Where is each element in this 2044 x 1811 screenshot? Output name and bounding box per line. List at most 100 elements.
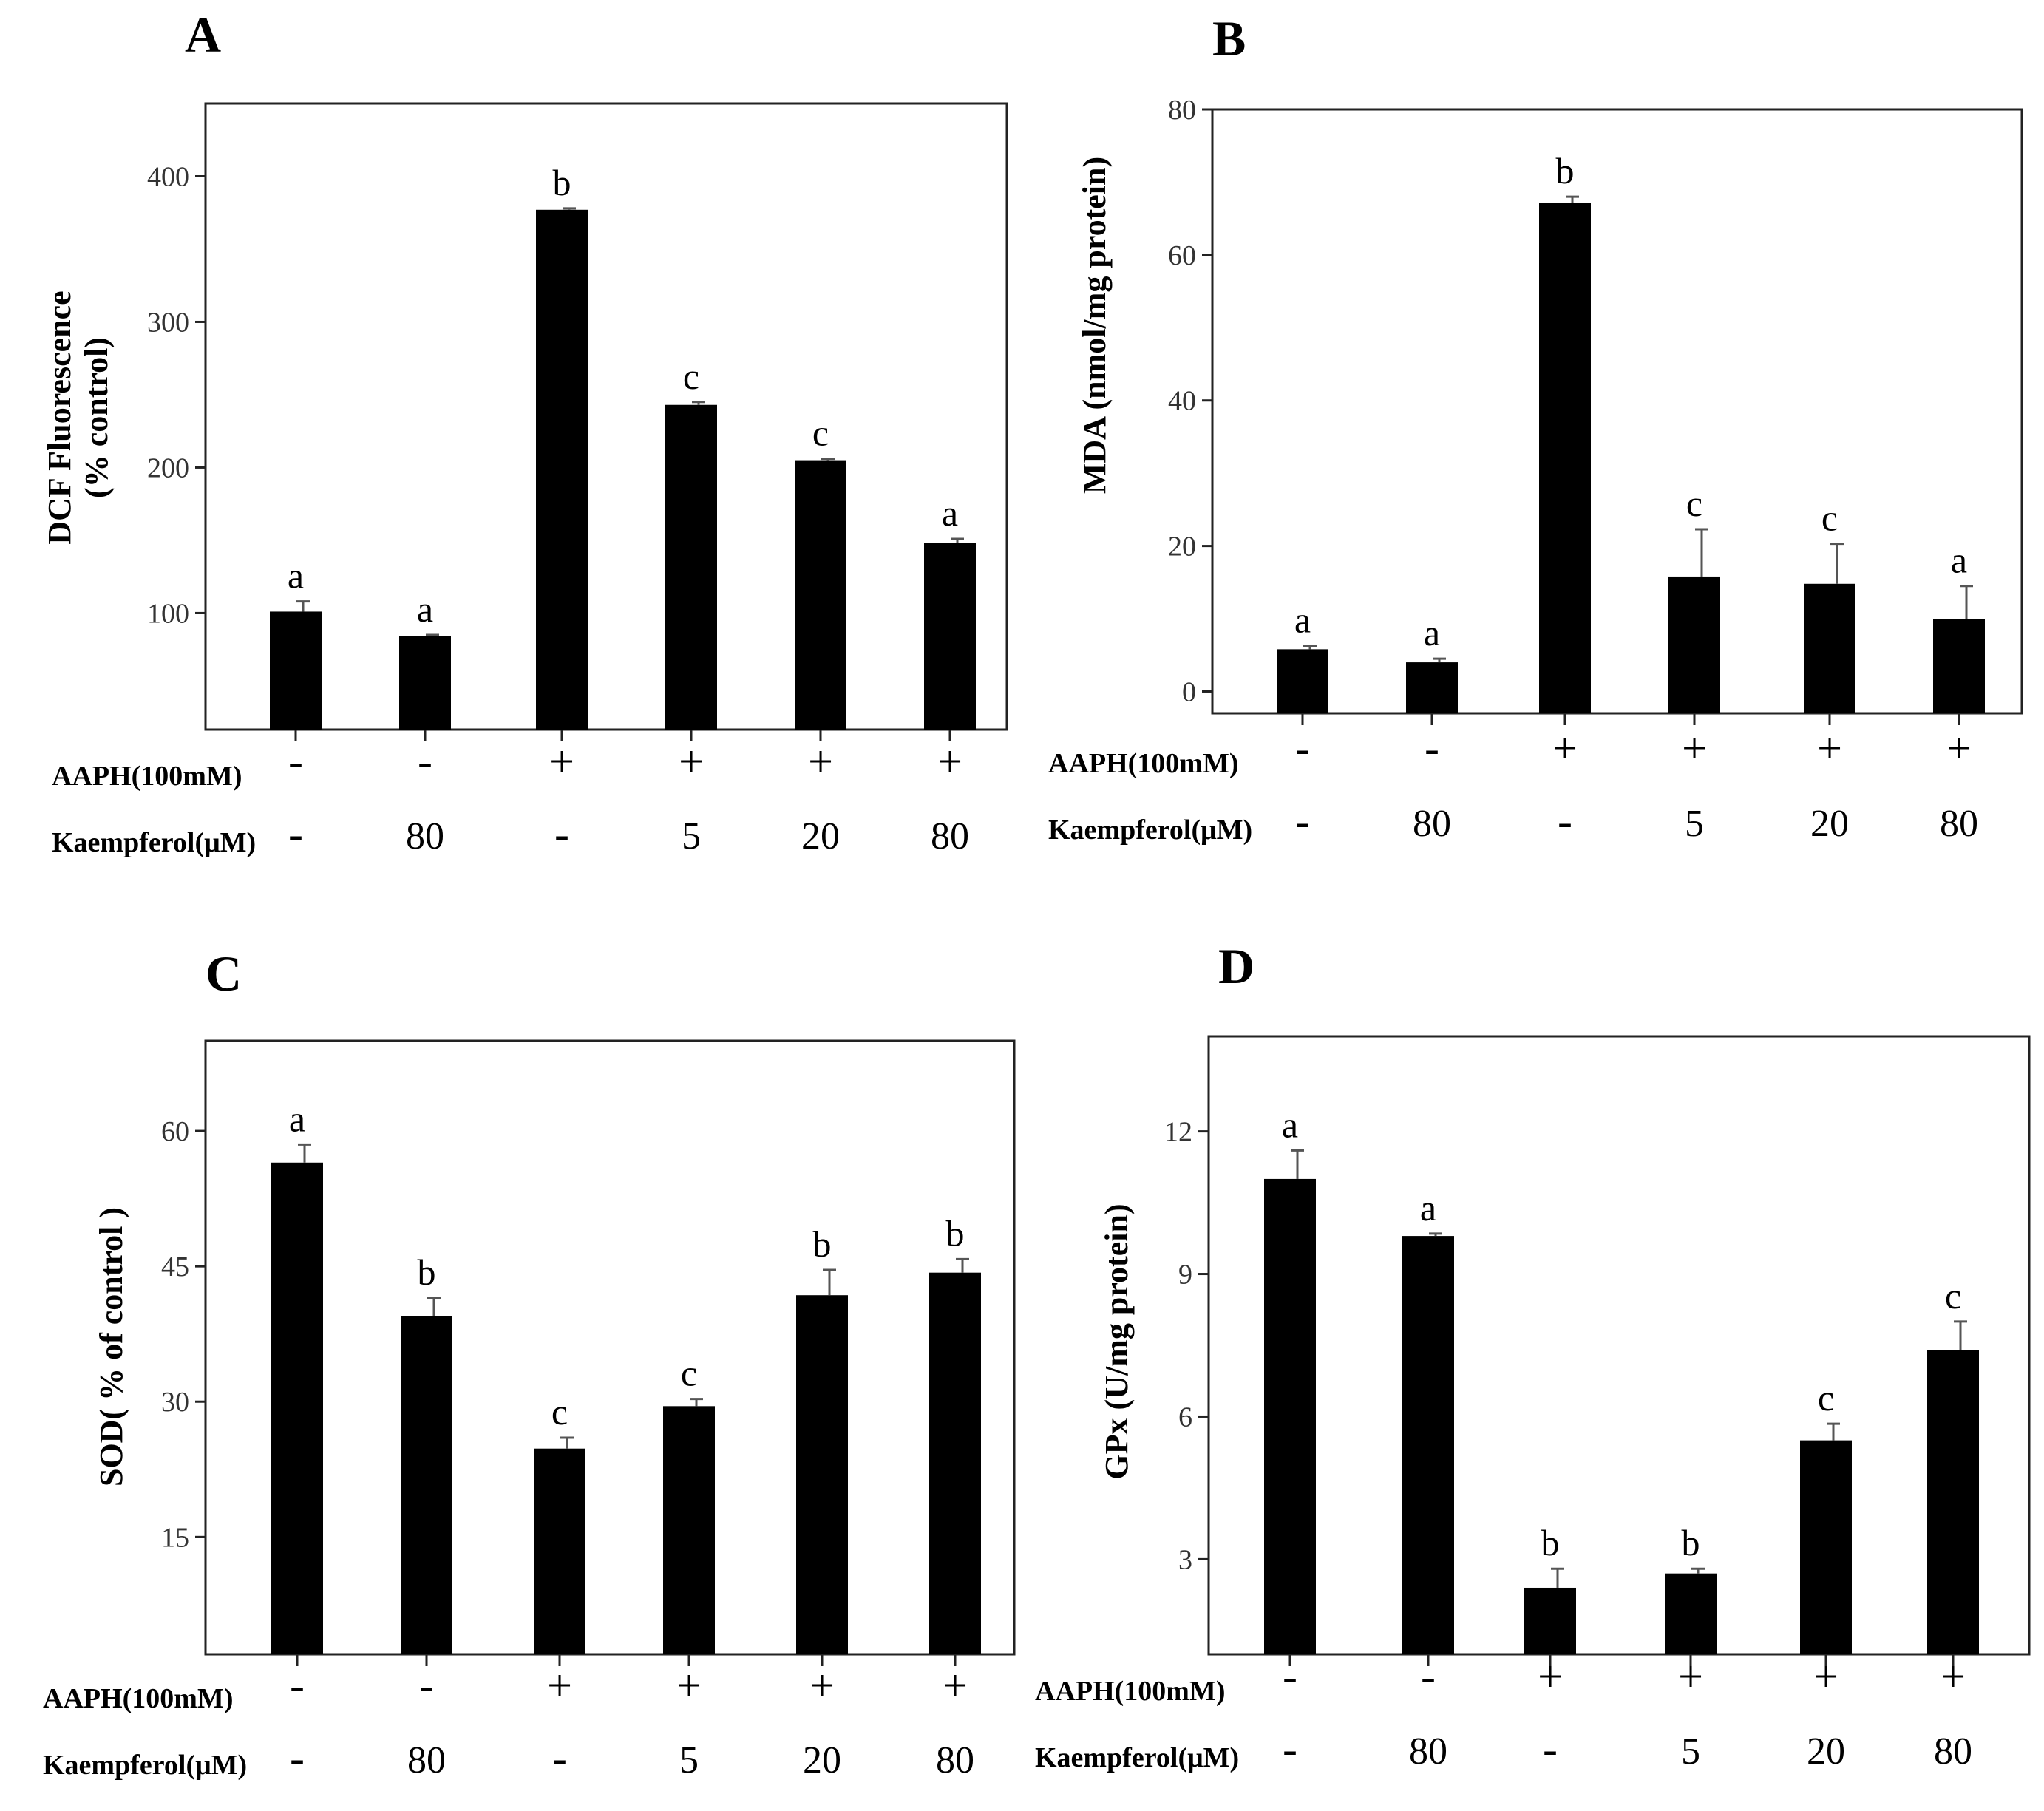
significance-letter: a — [1294, 599, 1311, 640]
y-tick-label: 40 — [1168, 386, 1196, 417]
panel-a: A 100 200 300 400 DCF Fluorescence(% control)… — [41, 7, 1008, 858]
bar — [665, 404, 717, 730]
y-tick-label: 30 — [161, 1387, 189, 1418]
significance-letter: b — [553, 162, 571, 203]
panel-c: C 15 30 45 60 SOD( % of control ) a b c c b b AAPH(1… — [43, 945, 1016, 1782]
panel-letter: B — [1212, 10, 1246, 67]
significance-letter: b — [946, 1212, 965, 1254]
kaempferol-value: 5 — [1685, 803, 1704, 845]
kaempferol-value: 5 — [682, 815, 701, 857]
plot-frame — [204, 1039, 1016, 1656]
significance-letter: a — [1282, 1104, 1298, 1145]
significance-letter: b — [813, 1223, 832, 1265]
kaempferol-value: - — [552, 1733, 567, 1782]
aaph-row-label: AAPH(100mM) — [52, 761, 242, 792]
y-axis-label-line: DCF Fluorescence — [41, 290, 78, 544]
y-tick-label: 200 — [147, 452, 189, 483]
kaempferol-row-label: Kaempferol(μM) — [52, 827, 256, 858]
y-axis-label: MDA (nmol/mg protein) — [1076, 157, 1113, 494]
aaph-value: + — [943, 1661, 968, 1710]
bar — [1264, 1178, 1316, 1654]
bar — [1927, 1350, 1979, 1654]
bar — [1800, 1440, 1852, 1654]
plot-frame — [1211, 108, 2023, 715]
bar — [399, 636, 451, 730]
aaph-value: + — [676, 1661, 702, 1710]
kaempferol-value: 80 — [1934, 1730, 1972, 1773]
significance-letter: c — [681, 1353, 697, 1394]
significance-letter: a — [417, 588, 433, 630]
bar — [1804, 583, 1855, 713]
bar — [1402, 1236, 1454, 1654]
y-axis-label: DCF Fluorescence(% control) — [41, 290, 115, 544]
bar — [1539, 202, 1591, 713]
kaempferol-value: 80 — [936, 1739, 974, 1781]
panel-b: B 0 20 40 60 80 MDA (nmol/mg protein) a a b c c a AAP… — [1048, 10, 2023, 846]
significance-letter: c — [1945, 1275, 1961, 1316]
aaph-value: + — [937, 737, 962, 786]
significance-letter: c — [1686, 483, 1702, 524]
bar — [270, 611, 322, 730]
kaempferol-value: - — [288, 809, 303, 858]
y-tick-label: 9 — [1178, 1260, 1192, 1291]
y-tick-label: 60 — [161, 1116, 189, 1147]
panel-letter: D — [1218, 938, 1254, 994]
kaempferol-row-label: Kaempferol(μM) — [1035, 1742, 1239, 1773]
aaph-row-label: AAPH(100mM) — [43, 1683, 233, 1714]
aaph-value: + — [1682, 724, 1707, 772]
aaph-value: + — [547, 1661, 572, 1710]
kaempferol-value: 80 — [407, 1739, 446, 1781]
y-axis-label-line: (% control) — [78, 337, 115, 498]
aaph-value: + — [1813, 1652, 1838, 1701]
bar — [924, 543, 976, 730]
kaempferol-value: - — [1295, 797, 1310, 846]
y-tick-label: 12 — [1164, 1117, 1192, 1148]
aaph-value: + — [1552, 724, 1578, 772]
bar — [795, 460, 846, 730]
aaph-value: + — [1817, 724, 1842, 772]
y-axis-label: SOD( % of control ) — [93, 1207, 129, 1486]
bar — [1933, 619, 1985, 713]
y-axis-label-line: GPx (U/mg protein) — [1099, 1203, 1135, 1479]
y-tick-label: 3 — [1178, 1544, 1192, 1575]
y-tick-label: 300 — [147, 307, 189, 338]
bar — [401, 1316, 452, 1654]
significance-letter: b — [1682, 1522, 1700, 1563]
kaempferol-value: 20 — [801, 815, 840, 857]
y-tick-label: 45 — [161, 1251, 189, 1282]
y-axis-label: GPx (U/mg protein) — [1099, 1203, 1135, 1479]
significance-letter: c — [812, 412, 829, 454]
significance-letter: a — [1424, 612, 1440, 653]
kaempferol-value: 80 — [1940, 803, 1978, 845]
aaph-value: + — [809, 1661, 835, 1710]
kaempferol-value: 5 — [679, 1739, 699, 1781]
panel-d: D 3 6 9 12 GPx (U/mg protein) a a b b c c AAPH(100mM… — [1035, 938, 2031, 1773]
aaph-value: + — [679, 737, 704, 786]
bar — [663, 1406, 715, 1654]
kaempferol-value: 80 — [1413, 803, 1451, 845]
aaph-value: - — [290, 1661, 305, 1710]
bar — [1668, 576, 1720, 713]
significance-letter: b — [1541, 1522, 1560, 1563]
kaempferol-value: 80 — [1409, 1730, 1447, 1773]
y-tick-label: 60 — [1168, 240, 1196, 271]
kaempferol-value: - — [554, 809, 569, 858]
aaph-value: + — [808, 737, 833, 786]
kaempferol-value: - — [290, 1733, 305, 1782]
y-tick-label: 15 — [161, 1522, 189, 1553]
kaempferol-value: 80 — [931, 815, 969, 857]
kaempferol-value: - — [1558, 797, 1572, 846]
aaph-value: + — [1538, 1652, 1563, 1701]
bar — [534, 1448, 585, 1654]
bar — [1406, 662, 1458, 713]
aaph-value: + — [1941, 1652, 1966, 1701]
aaph-value: - — [1421, 1652, 1436, 1701]
bar — [796, 1295, 848, 1654]
significance-letter: a — [1420, 1187, 1436, 1229]
panel-letter: C — [206, 945, 242, 1002]
bar — [271, 1162, 323, 1654]
panel-letter: A — [185, 7, 221, 63]
kaempferol-row-label: Kaempferol(μM) — [43, 1750, 247, 1781]
plot-frame — [1207, 1035, 2031, 1656]
